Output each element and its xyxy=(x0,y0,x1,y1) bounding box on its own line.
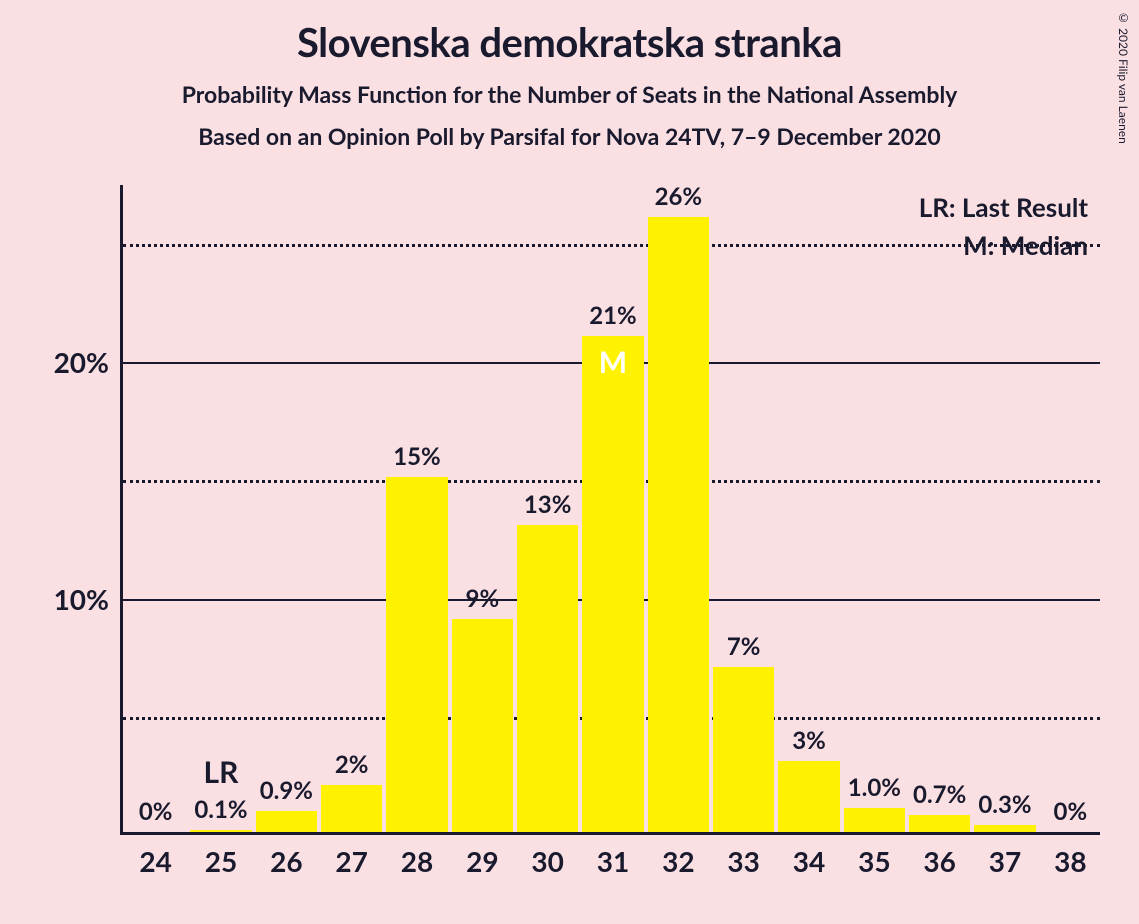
bar-column: 21%31M xyxy=(582,185,643,832)
bar-column: 0.9%26 xyxy=(256,185,317,832)
chart-area: LR: Last Result M: Median 10%20% 0%240.1… xyxy=(120,185,1100,835)
bar-column: 26%32 xyxy=(648,185,709,832)
bar-column: 3%34 xyxy=(778,185,839,832)
chart-subtitle-2: Based on an Opinion Poll by Parsifal for… xyxy=(0,108,1139,150)
bar-column: 0.1%25LR xyxy=(190,185,251,832)
bar-column: 0%24 xyxy=(125,185,186,832)
bar-value-label: 0% xyxy=(1009,797,1132,826)
chart-subtitle-1: Probability Mass Function for the Number… xyxy=(0,66,1139,108)
y-tick-label: 20% xyxy=(54,345,123,379)
bar xyxy=(648,217,709,832)
bar-column: 13%30 xyxy=(517,185,578,832)
bar xyxy=(844,808,905,832)
chart-title: Slovenska demokratska stranka xyxy=(0,0,1139,66)
bars-container: 0%240.1%25LR0.9%262%2715%289%2913%3021%3… xyxy=(123,185,1100,832)
bar xyxy=(517,525,578,832)
copyright-text: © 2020 Filip van Laenen xyxy=(1116,10,1131,144)
bar xyxy=(321,785,382,832)
bar xyxy=(452,619,513,832)
bar-column: 0.3%37 xyxy=(974,185,1035,832)
bar xyxy=(582,336,643,832)
bar-column: 15%28 xyxy=(386,185,447,832)
bar-column: 0%38 xyxy=(1040,185,1101,832)
x-tick-label: 38 xyxy=(1009,832,1132,878)
bar xyxy=(256,811,317,832)
bar-column: 0.7%36 xyxy=(909,185,970,832)
bar xyxy=(386,477,447,832)
y-tick-label: 10% xyxy=(54,582,123,616)
median-marker: M xyxy=(582,344,643,380)
plot-area: LR: Last Result M: Median 10%20% 0%240.1… xyxy=(120,185,1100,835)
bar-column: 2%27 xyxy=(321,185,382,832)
bar-column: 1.0%35 xyxy=(844,185,905,832)
